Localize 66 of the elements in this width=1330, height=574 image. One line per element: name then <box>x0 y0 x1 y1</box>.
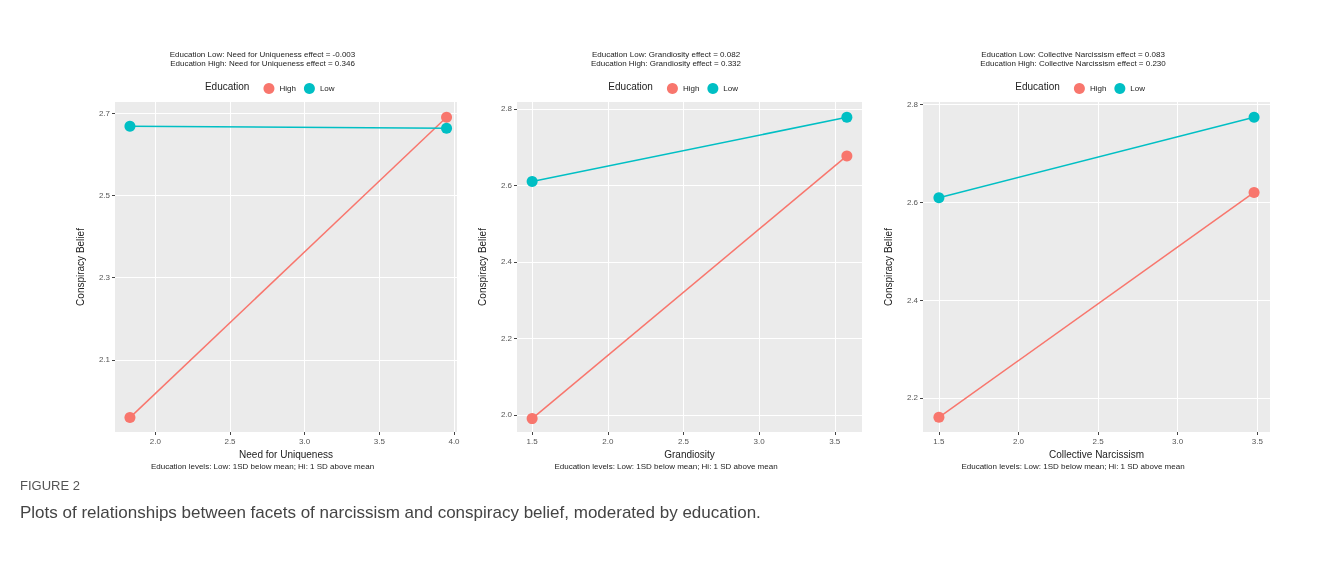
y-tick-label: 2.6 <box>500 180 513 190</box>
point <box>526 176 538 188</box>
y-axis-title: Conspiracy Belief <box>882 227 894 306</box>
x-tick-label: 1.5 <box>933 436 946 446</box>
y-axis-title: Conspiracy Belief <box>74 227 86 306</box>
y-tick-label: 2.8 <box>906 99 919 109</box>
caption: FIGURE 2 <box>20 478 81 493</box>
chart-title: Education Low: Need for Uniqueness effect = -0.003 <box>169 49 356 59</box>
point <box>1248 111 1260 123</box>
chart-title: Education Low: Collective Narcissism effect = 0.083 <box>981 49 1166 59</box>
x-axis-title: Collective Narcissism <box>1048 449 1145 461</box>
text: Education levels: Low: 1SD below mean; Hi: 1 SD above mean <box>961 461 1185 471</box>
legend-title: Education <box>608 80 653 92</box>
y-tick-label: 2.8 <box>500 104 513 114</box>
x-tick-label: 3.5 <box>1251 436 1264 446</box>
point <box>124 412 136 424</box>
text: Education levels: Low: 1SD below mean; Hi: 1 SD above mean <box>554 461 778 471</box>
legend-label: Low <box>1130 84 1146 93</box>
x-axis-title: Need for Uniqueness <box>239 449 333 461</box>
text: Plots of relationships between facets of narcissism and conspiracy belief, moderated by education. <box>20 503 762 523</box>
chart-subtitle: Education High: Collective Narcissism effect = 0.230 <box>980 58 1167 68</box>
y-tick-label: 2.2 <box>906 393 919 403</box>
y-tick-label: 2.4 <box>906 295 919 305</box>
x-tick-label: 4.0 <box>448 436 461 446</box>
y-tick-label: 2.2 <box>500 333 513 343</box>
legend-label: High <box>1089 84 1107 93</box>
y-tick-label: 2.6 <box>906 197 919 207</box>
point <box>841 150 853 162</box>
x-tick-label: 2.0 <box>149 436 162 446</box>
point <box>124 120 136 132</box>
y-tick-label: 2.4 <box>500 257 513 267</box>
x-tick-label: 3.5 <box>373 436 386 446</box>
legend-title: Education <box>204 80 250 92</box>
x-tick-label: 2.5 <box>677 436 690 446</box>
legend-title: Education <box>1015 80 1060 92</box>
point <box>933 192 945 204</box>
x-tick-label: 2.0 <box>1012 436 1025 446</box>
point <box>441 111 453 123</box>
legend-label: High <box>682 84 700 93</box>
legend-label: Low <box>723 84 739 93</box>
x-tick-label: 3.5 <box>829 436 841 446</box>
point <box>1248 186 1260 198</box>
x-tick-label: 3.0 <box>1172 436 1184 446</box>
chart-title: Education Low: Grandiosity effect = 0.082 <box>591 49 741 59</box>
legend-label: Low <box>319 84 335 93</box>
x-axis-title: Grandiosity <box>664 449 715 461</box>
y-axis-title: Conspiracy Belief <box>476 227 488 306</box>
text: Education levels: Low: 1SD below mean; Hi: 1 SD above mean <box>150 461 375 471</box>
x-tick-label: 2.0 <box>602 436 614 446</box>
y-tick-label: 2.0 <box>500 410 513 420</box>
chart-subtitle: Education High: Grandiosity effect = 0.332 <box>591 58 742 68</box>
y-tick-label: 2.5 <box>98 190 111 200</box>
y-tick-label: 2.3 <box>98 273 111 283</box>
x-tick-label: 1.5 <box>526 436 539 446</box>
point <box>841 111 853 123</box>
point <box>526 413 538 425</box>
y-tick-label: 2.7 <box>98 108 111 118</box>
chart-subtitle: Education High: Need for Uniqueness effect = 0.346 <box>170 58 356 68</box>
x-tick-label: 3.0 <box>753 436 766 446</box>
x-tick-label: 2.5 <box>224 436 237 446</box>
legend-label: High <box>279 84 296 93</box>
x-tick-label: 3.0 <box>299 436 311 446</box>
x-tick-label: 2.5 <box>1092 436 1105 446</box>
y-tick-label: 2.1 <box>98 355 111 365</box>
point <box>933 411 945 423</box>
point <box>441 122 453 134</box>
